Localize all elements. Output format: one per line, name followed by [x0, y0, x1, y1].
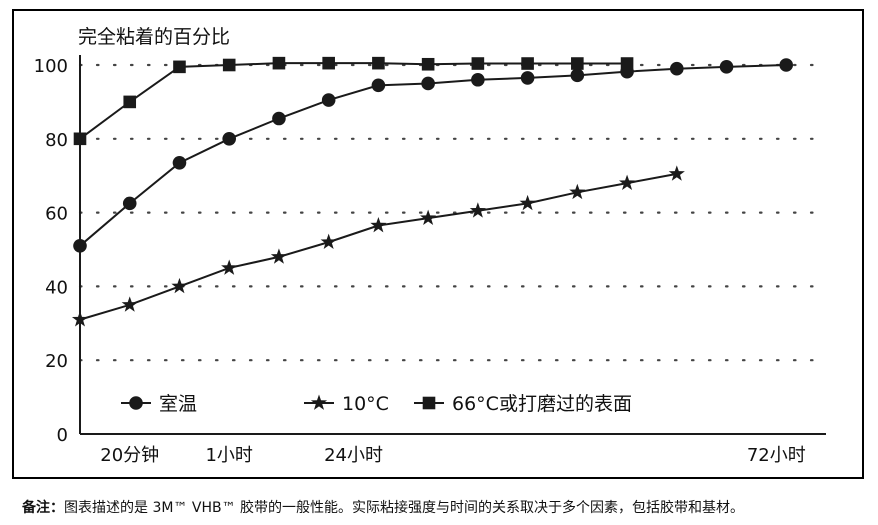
data-point-circle — [122, 196, 137, 211]
x-tick-label: 20分钟 — [100, 445, 159, 466]
x-tick-label: 1小时 — [205, 445, 252, 466]
x-tick-label: 24小时 — [324, 445, 383, 466]
data-point-circle — [371, 78, 386, 93]
data-point-circle — [670, 61, 684, 76]
y-tick-label: 0 — [57, 425, 68, 446]
y-tick-label: 40 — [45, 277, 68, 298]
y-tick-label: 20 — [45, 351, 68, 372]
data-point-circle — [172, 155, 187, 170]
data-point-star — [320, 233, 337, 249]
data-point-square — [571, 57, 584, 70]
axes: 0 20 40 60 80 100 20分钟 1小时 24小时 72小时 — [34, 55, 826, 466]
legend-item-square: 66°C或打磨过的表面 — [414, 393, 632, 415]
series-line-circle — [79, 64, 787, 247]
data-point-square — [222, 58, 236, 72]
series-line-star — [79, 172, 677, 321]
series-circle — [73, 58, 794, 253]
footnote-text: 图表描述的是 3M™ VHB™ 胶带的一般性能。实际粘接强度与时间的关系取决于多… — [64, 500, 745, 516]
data-point-square — [620, 57, 634, 70]
data-point-square — [123, 95, 137, 109]
data-point-star — [420, 209, 437, 226]
legend-marker-circle — [129, 396, 143, 410]
y-axis-title: 完全粘着的百分比 — [78, 26, 230, 48]
series-star — [71, 165, 685, 327]
data-point-circle — [471, 72, 485, 87]
data-point-square — [322, 56, 335, 70]
y-tick-label: 100 — [34, 56, 68, 77]
data-point-square — [421, 57, 435, 71]
data-point-circle — [570, 68, 585, 83]
data-point-star — [270, 248, 288, 264]
data-point-star — [171, 277, 188, 294]
data-point-square — [73, 132, 87, 146]
data-point-circle — [321, 93, 336, 107]
data-point-star — [668, 165, 685, 181]
adhesion-line-chart: 0 20 40 60 80 100 20分钟 1小时 24小时 72小时 室温 10°C 66°C或打… — [34, 26, 828, 466]
data-point-circle — [222, 132, 236, 146]
y-tick-label: 80 — [45, 130, 68, 151]
data-point-star — [569, 183, 586, 200]
data-point-circle — [719, 60, 734, 74]
x-tick-label: 72小时 — [747, 445, 806, 466]
legend-label: 66°C或打磨过的表面 — [452, 393, 632, 415]
series-line-square — [79, 62, 628, 140]
data-point-circle — [272, 111, 286, 126]
legend-marker-square — [422, 396, 436, 410]
data-point-circle — [520, 71, 535, 85]
data-point-square — [521, 57, 534, 70]
data-point-star — [370, 217, 387, 233]
legend: 室温 10°C 66°C或打磨过的表面 — [121, 393, 632, 415]
data-point-circle — [421, 76, 435, 91]
series-square — [73, 56, 634, 146]
data-point-star — [71, 311, 89, 327]
data-point-square — [173, 60, 186, 74]
footnote-label: 备注： — [22, 500, 64, 516]
data-point-square — [372, 56, 385, 70]
data-point-star — [121, 296, 138, 312]
data-point-circle — [779, 58, 794, 72]
data-point-square — [471, 57, 485, 70]
data-point-star — [618, 174, 636, 190]
data-point-star — [519, 194, 536, 211]
data-point-star — [221, 259, 238, 275]
gridlines — [78, 63, 828, 362]
data-point-circle — [73, 239, 87, 253]
y-tick-label: 60 — [45, 204, 68, 225]
legend-label: 室温 — [159, 393, 197, 415]
legend-item-circle: 室温 — [121, 393, 197, 415]
chart-frame: 0 20 40 60 80 100 20分钟 1小时 24小时 72小时 室温 10°C 66°C或打… — [12, 9, 864, 479]
legend-item-star: 10°C — [304, 393, 389, 415]
data-point-star — [469, 202, 486, 218]
legend-marker-star — [310, 394, 328, 410]
legend-label: 10°C — [342, 393, 389, 415]
series-lines — [71, 56, 794, 327]
data-point-square — [272, 56, 286, 70]
footnote: 备注：图表描述的是 3M™ VHB™ 胶带的一般性能。实际粘接强度与时间的关系取… — [22, 497, 744, 517]
